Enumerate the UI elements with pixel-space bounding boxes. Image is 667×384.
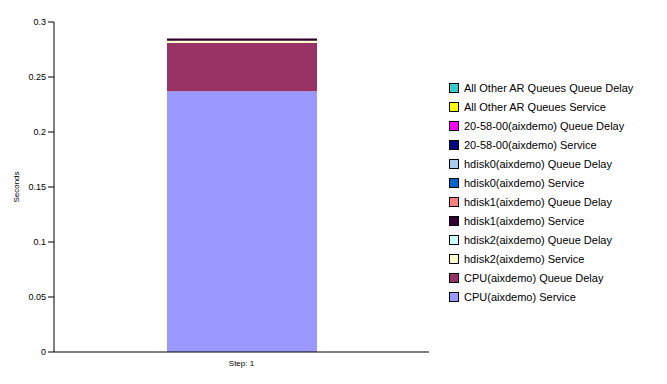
svg-text:0.25: 0.25: [28, 72, 46, 82]
html-text:hdisk0(aixdemo) Service: hdisk0(aixdemo) Service: [464, 176, 585, 189]
html-text:hdisk1(aixdemo) Service: hdisk1(aixdemo) Service: [464, 214, 585, 227]
html-text:All Other AR Queues Service: All Other AR Queues Service: [464, 100, 606, 113]
svg-text:0: 0: [41, 347, 46, 357]
html-text:20-58-00(aixdemo) Queue Delay: 20-58-00(aixdemo) Queue Delay: [464, 119, 625, 132]
svg-text:0.1: 0.1: [33, 237, 46, 247]
svg-text:0.15: 0.15: [28, 182, 46, 192]
svg-text:0.2: 0.2: [33, 127, 46, 137]
html-text:CPU(aixdemo) Service: CPU(aixdemo) Service: [464, 290, 576, 303]
svg-text:0.3: 0.3: [33, 17, 46, 27]
svg-text:0.05: 0.05: [28, 292, 46, 302]
svg-text:Step: 1: Step: 1: [229, 359, 255, 368]
html-text:All Other AR Queues Queue Dela: All Other AR Queues Queue Delay: [464, 81, 634, 94]
html-text:20-58-00(aixdemo) Service: 20-58-00(aixdemo) Service: [464, 138, 597, 151]
html-text:hdisk0(aixdemo) Queue Delay: hdisk0(aixdemo) Queue Delay: [464, 157, 612, 170]
html-text:hdisk1(aixdemo) Queue Delay: hdisk1(aixdemo) Queue Delay: [464, 195, 612, 208]
html-text:hdisk2(aixdemo) Service: hdisk2(aixdemo) Service: [464, 252, 585, 265]
svg-text:Seconds: Seconds: [12, 171, 21, 202]
html-text:hdisk2(aixdemo) Queue Delay: hdisk2(aixdemo) Queue Delay: [464, 233, 612, 246]
html-text:CPU(aixdemo) Queue Delay: CPU(aixdemo) Queue Delay: [464, 271, 604, 284]
